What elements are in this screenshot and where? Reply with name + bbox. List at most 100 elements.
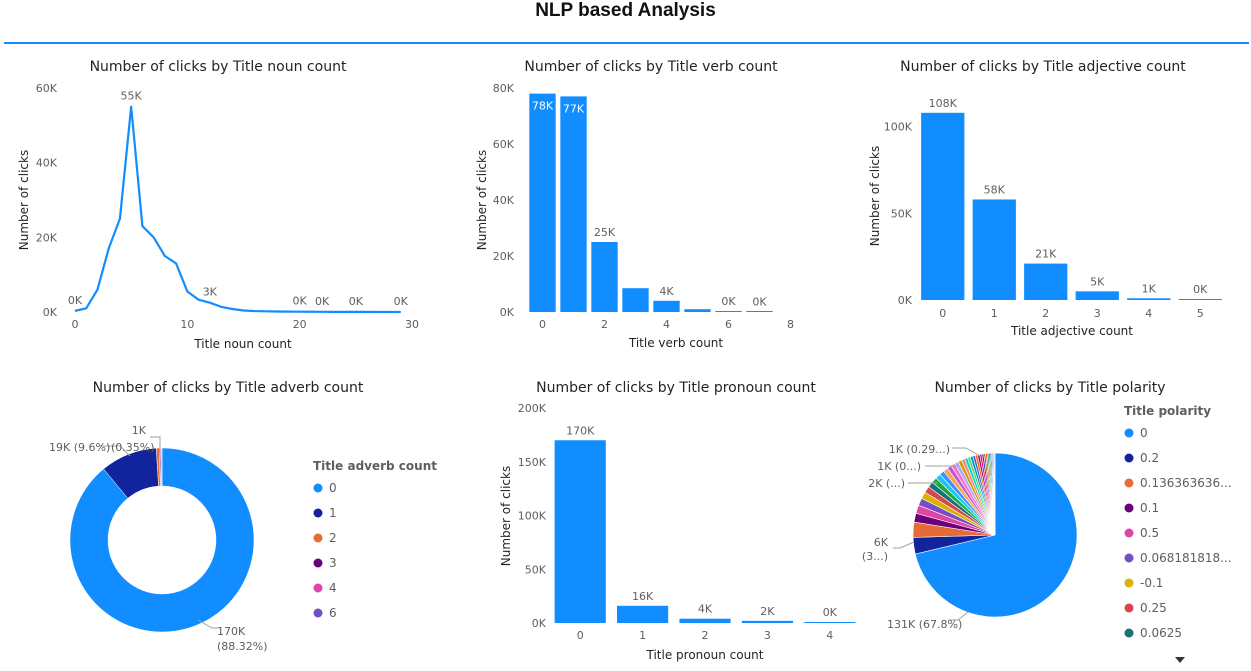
bar[interactable] bbox=[622, 288, 649, 312]
data-label: (3...) bbox=[862, 550, 888, 563]
legend-item: 2 bbox=[329, 531, 337, 545]
data-label: 4K bbox=[698, 603, 713, 616]
verb-chart: Number of clicks by Title verb count0K20… bbox=[475, 59, 794, 350]
x-tick-label: 4 bbox=[663, 318, 670, 331]
data-label: 0K bbox=[293, 295, 308, 308]
y-tick-label: 0K bbox=[532, 617, 547, 630]
leader-line bbox=[948, 611, 969, 621]
y-tick-label: 60K bbox=[493, 138, 515, 151]
chart-title: Number of clicks by Title verb count bbox=[524, 59, 778, 75]
bar[interactable] bbox=[1075, 291, 1119, 300]
pie-slice[interactable] bbox=[993, 452, 996, 536]
donut-slice[interactable] bbox=[69, 447, 255, 633]
data-label: 0K bbox=[349, 295, 364, 308]
legend-marker bbox=[1124, 428, 1134, 438]
bar[interactable] bbox=[591, 242, 618, 312]
title-divider bbox=[4, 42, 1249, 44]
data-label: 0K bbox=[394, 295, 409, 308]
legend-item: 0.068181818... bbox=[1140, 551, 1232, 565]
data-label: (88.32%) bbox=[217, 640, 268, 653]
bar[interactable] bbox=[804, 622, 856, 623]
data-label: 108K bbox=[929, 97, 958, 110]
bar[interactable] bbox=[972, 199, 1016, 300]
data-label: 3K bbox=[203, 286, 218, 299]
legend-item: 3 bbox=[329, 556, 337, 570]
bar[interactable] bbox=[679, 618, 731, 623]
x-tick-label: 1 bbox=[991, 307, 998, 320]
legend-marker bbox=[313, 508, 323, 518]
legend-item: 6 bbox=[329, 606, 337, 620]
noun-chart: Number of clicks by Title noun count 0K 20… bbox=[17, 59, 419, 351]
legend-marker bbox=[1124, 603, 1134, 613]
legend-marker bbox=[1124, 553, 1134, 563]
y-tick-label: 150K bbox=[518, 456, 547, 469]
leader-line bbox=[952, 447, 981, 457]
bar[interactable] bbox=[560, 96, 587, 313]
data-label: 1K bbox=[1142, 282, 1157, 295]
pie-slice[interactable] bbox=[914, 452, 1078, 618]
x-tick-label: 2 bbox=[702, 629, 709, 642]
y-tick-label: 40K bbox=[493, 194, 515, 207]
data-label: 1K bbox=[132, 424, 147, 437]
legend-scroll-down-icon[interactable] bbox=[1175, 657, 1185, 663]
y-tick-label: 0K bbox=[898, 294, 913, 307]
adjective-chart: Number of clicks by Title adjective coun… bbox=[868, 59, 1222, 338]
bar[interactable] bbox=[1024, 263, 1068, 300]
bar[interactable] bbox=[746, 311, 773, 312]
y-tick-label: 0K bbox=[500, 306, 515, 319]
legend-item: 0.2 bbox=[1140, 451, 1159, 465]
data-label: 58K bbox=[984, 183, 1006, 196]
page-title: NLP based Analysis bbox=[535, 0, 716, 21]
leader-line bbox=[893, 541, 915, 549]
bar[interactable] bbox=[529, 93, 556, 312]
y-tick-label: 50K bbox=[891, 207, 913, 220]
bar[interactable] bbox=[684, 309, 711, 312]
legend-item: 0.5 bbox=[1140, 526, 1159, 540]
bar[interactable] bbox=[1178, 299, 1222, 300]
y-tick-label: 0K bbox=[43, 306, 58, 319]
legend-item: -0.1 bbox=[1140, 576, 1163, 590]
bar[interactable] bbox=[921, 112, 965, 300]
data-label: 16K bbox=[632, 590, 654, 603]
bar[interactable] bbox=[1127, 298, 1171, 300]
line-series[interactable] bbox=[74, 105, 401, 314]
x-tick-label: 5 bbox=[1197, 307, 1204, 320]
x-axis-label: Title verb count bbox=[628, 336, 724, 350]
data-label: 25K bbox=[594, 226, 616, 239]
data-label: 2K (...) bbox=[868, 477, 905, 490]
legend-marker bbox=[313, 608, 323, 618]
legend-marker bbox=[1124, 578, 1134, 588]
legend-title: Title adverb count bbox=[313, 459, 437, 473]
legend-item: 0 bbox=[1140, 426, 1148, 440]
legend-item: 0.25 bbox=[1140, 601, 1167, 615]
y-tick-label: 80K bbox=[493, 82, 515, 95]
y-axis-label: Number of clicks bbox=[499, 466, 513, 566]
legend-title: Title polarity bbox=[1124, 404, 1211, 418]
y-tick-label: 60K bbox=[36, 82, 58, 95]
leader-line bbox=[100, 445, 131, 457]
data-label: 170K bbox=[217, 625, 246, 638]
data-label: 1K (0...) bbox=[877, 460, 921, 473]
data-label: 78K bbox=[532, 100, 554, 113]
bar[interactable] bbox=[617, 605, 669, 623]
chart-title: Number of clicks by Title noun count bbox=[90, 59, 347, 75]
pronoun-chart: Number of clicks by Title pronoun count 0… bbox=[499, 380, 856, 662]
bar[interactable] bbox=[653, 300, 680, 312]
x-axis-label: Title pronoun count bbox=[646, 648, 764, 662]
chart-title: Number of clicks by Title adverb count bbox=[93, 380, 364, 396]
y-axis-label: Number of clicks bbox=[17, 150, 31, 250]
y-tick-label: 50K bbox=[525, 563, 547, 576]
data-label: 6K bbox=[874, 536, 889, 549]
bar[interactable] bbox=[741, 620, 793, 623]
bar[interactable] bbox=[715, 311, 742, 312]
donut-slice[interactable] bbox=[161, 447, 163, 487]
data-label: 21K bbox=[1035, 248, 1057, 261]
x-tick-label: 8 bbox=[787, 318, 794, 331]
chart-title: Number of clicks by Title adjective coun… bbox=[900, 59, 1186, 75]
polarity-chart: Number of clicks by Title polarity 131K (… bbox=[862, 380, 1232, 663]
bar[interactable] bbox=[554, 440, 606, 623]
y-tick-label: 100K bbox=[518, 510, 547, 523]
legend-item: 4 bbox=[329, 581, 337, 595]
legend-item: 1 bbox=[329, 506, 337, 520]
